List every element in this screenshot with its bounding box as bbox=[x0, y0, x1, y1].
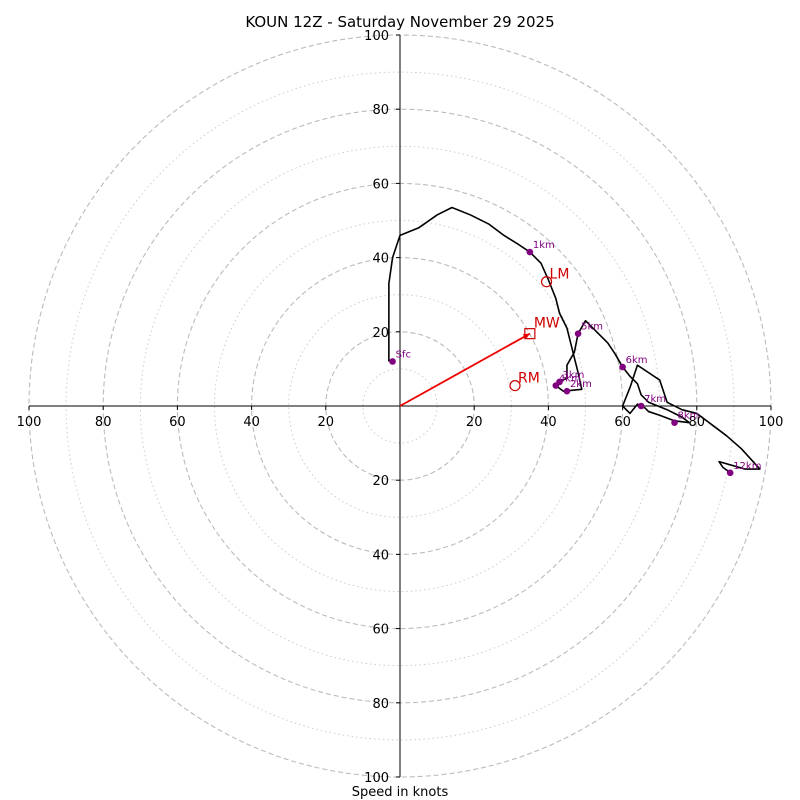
left-mover-label: LM bbox=[550, 267, 570, 283]
left-mover-marker bbox=[540, 276, 553, 288]
tick-labels: 100 80 60 40 20 20 40 60 80 100 100 80 60 40 20 20 40 60 8… bbox=[17, 29, 784, 786]
height-marker-label: 6km bbox=[626, 355, 648, 366]
storm-motion: MW LM RM bbox=[399, 267, 570, 407]
x-tick-label: 60 bbox=[169, 415, 186, 430]
height-marker-label: 5km bbox=[581, 322, 603, 333]
height-marker-dot bbox=[526, 248, 534, 256]
height-marker-dot bbox=[574, 330, 582, 337]
y-tick-label: 20 bbox=[372, 474, 389, 489]
mean-wind-square bbox=[524, 328, 536, 340]
height-marker-label: 1km bbox=[533, 240, 555, 251]
y-tick-label: 80 bbox=[372, 103, 389, 118]
y-tick-label: 80 bbox=[372, 697, 389, 712]
x-tick-label: 40 bbox=[540, 415, 557, 430]
height-marker-dot bbox=[552, 382, 560, 389]
height-marker-label: 3km bbox=[563, 370, 585, 381]
right-mover-label: RM bbox=[518, 371, 540, 387]
wind-trace-line bbox=[388, 206, 761, 474]
x-tick-label: 40 bbox=[243, 415, 260, 430]
wind-trace bbox=[388, 206, 761, 474]
height-marker-label: 8km bbox=[678, 411, 700, 422]
right-mover-marker bbox=[509, 379, 521, 392]
height-marker-dot bbox=[726, 469, 734, 477]
x-tick-label: 60 bbox=[614, 415, 631, 430]
height-marker-dot bbox=[619, 363, 626, 371]
height-marker-label: Sfc bbox=[396, 349, 411, 360]
height-marker-dot bbox=[637, 402, 645, 410]
y-tick-label: 20 bbox=[372, 326, 389, 341]
height-marker-label: 4km bbox=[559, 374, 581, 385]
x-axis-label: Speed in knots bbox=[352, 785, 449, 800]
y-tick-label: 40 bbox=[372, 252, 389, 267]
y-tick-label: 60 bbox=[372, 623, 389, 638]
mean-wind-vector bbox=[399, 332, 531, 407]
x-tick-label: 80 bbox=[95, 415, 112, 430]
height-marker-dot bbox=[671, 419, 678, 426]
height-marker-dot bbox=[563, 387, 571, 395]
height-marker-label: 2km bbox=[570, 379, 592, 390]
y-tick-label: 60 bbox=[372, 177, 389, 192]
mean-wind-label: MW bbox=[534, 316, 560, 332]
x-tick-label: 20 bbox=[318, 415, 335, 430]
y-tick-label: 100 bbox=[364, 29, 389, 44]
y-tick-label: 100 bbox=[364, 771, 389, 786]
x-tick-label: 100 bbox=[17, 415, 42, 430]
chart-title: KOUN 12Z - Saturday November 29 2025 bbox=[245, 13, 554, 31]
height-marker-dot bbox=[389, 358, 396, 365]
height-marker-label: 12km bbox=[733, 461, 761, 472]
x-tick-label: 80 bbox=[689, 415, 706, 430]
x-tick-label: 100 bbox=[759, 415, 784, 430]
height-marker-label: 7km bbox=[644, 394, 666, 405]
y-tick-label: 40 bbox=[372, 548, 389, 563]
x-tick-label: 20 bbox=[466, 415, 483, 430]
